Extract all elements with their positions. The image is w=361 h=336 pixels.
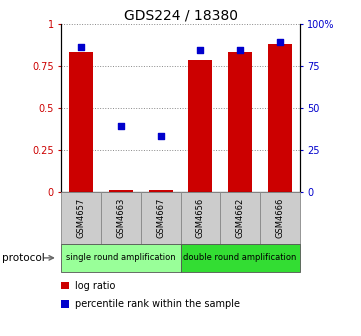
Point	[118, 123, 124, 129]
Text: GSM4667: GSM4667	[156, 197, 165, 238]
Text: GSM4657: GSM4657	[77, 198, 86, 238]
Bar	[109, 190, 133, 192]
Bar	[69, 52, 93, 192]
Point	[158, 133, 164, 139]
Text: GSM4656: GSM4656	[196, 198, 205, 238]
Bar	[188, 60, 212, 192]
Text: protocol: protocol	[2, 253, 44, 263]
Point	[78, 44, 84, 50]
Point	[277, 39, 283, 45]
Bar	[149, 190, 173, 192]
Bar	[228, 52, 252, 192]
Text: percentile rank within the sample: percentile rank within the sample	[75, 299, 240, 309]
Text: double round amplification: double round amplification	[183, 253, 297, 262]
Text: GSM4666: GSM4666	[275, 197, 284, 238]
Title: GDS224 / 18380: GDS224 / 18380	[123, 8, 238, 23]
Text: GSM4662: GSM4662	[236, 198, 244, 238]
Point	[237, 48, 243, 53]
Bar	[268, 44, 292, 192]
Text: GSM4663: GSM4663	[117, 197, 125, 238]
Text: single round amplification: single round amplification	[66, 253, 176, 262]
Point	[197, 48, 203, 53]
Text: log ratio: log ratio	[75, 281, 115, 291]
